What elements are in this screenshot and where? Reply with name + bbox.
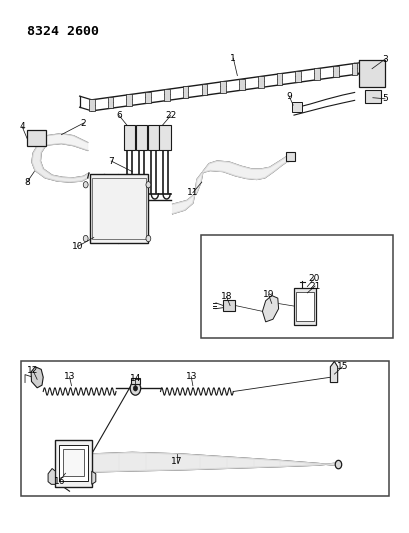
Text: 21: 21 <box>308 281 320 290</box>
Text: 4: 4 <box>19 122 25 131</box>
Text: 3: 3 <box>381 55 387 64</box>
Bar <box>222 300 235 311</box>
Bar <box>164 89 169 101</box>
Text: 14: 14 <box>129 374 141 383</box>
Bar <box>313 68 319 80</box>
Bar <box>238 78 244 90</box>
Bar <box>296 292 313 321</box>
Bar <box>257 76 263 87</box>
Text: 8324 2600: 8324 2600 <box>27 25 99 38</box>
Circle shape <box>146 236 151 241</box>
Circle shape <box>130 382 140 395</box>
Text: 9: 9 <box>285 92 291 101</box>
Text: 10: 10 <box>72 242 83 251</box>
Bar <box>136 125 146 150</box>
Bar <box>182 86 188 98</box>
Text: 19: 19 <box>262 290 274 299</box>
Text: 2: 2 <box>81 118 86 127</box>
Bar <box>148 125 159 150</box>
Circle shape <box>83 236 88 241</box>
Bar <box>364 90 380 103</box>
Polygon shape <box>92 471 96 484</box>
Text: 15: 15 <box>336 362 347 371</box>
Circle shape <box>146 182 151 188</box>
Polygon shape <box>262 295 278 322</box>
Bar <box>201 84 207 95</box>
Bar <box>89 99 94 111</box>
Text: 11: 11 <box>187 188 198 197</box>
Bar <box>92 179 146 239</box>
Text: 5: 5 <box>381 94 387 103</box>
Text: 13: 13 <box>64 372 75 381</box>
Text: 8: 8 <box>24 177 30 187</box>
Text: 6: 6 <box>116 111 122 120</box>
Bar <box>108 96 113 108</box>
Polygon shape <box>330 361 337 383</box>
Bar <box>293 288 315 325</box>
Polygon shape <box>92 453 338 472</box>
Text: 13: 13 <box>185 372 196 381</box>
Bar <box>55 440 92 487</box>
Bar <box>285 151 294 161</box>
Bar <box>90 174 148 243</box>
Text: 17: 17 <box>171 457 182 466</box>
Bar <box>200 235 392 338</box>
Bar <box>124 125 134 150</box>
Polygon shape <box>31 367 43 388</box>
Bar <box>27 131 46 146</box>
Polygon shape <box>48 469 55 484</box>
Bar <box>21 361 388 496</box>
Bar <box>220 81 225 93</box>
Text: 18: 18 <box>220 292 231 301</box>
Text: 7: 7 <box>108 157 114 166</box>
Text: 16: 16 <box>54 477 65 486</box>
Bar <box>332 66 338 77</box>
Bar <box>291 102 301 112</box>
Polygon shape <box>32 146 89 182</box>
Text: 20: 20 <box>308 274 319 283</box>
Text: 1: 1 <box>230 54 236 63</box>
Bar <box>351 63 357 75</box>
Bar <box>63 449 84 477</box>
Circle shape <box>83 182 88 188</box>
Bar <box>159 125 171 150</box>
Bar <box>130 378 140 384</box>
Polygon shape <box>46 134 88 150</box>
Bar <box>276 74 282 85</box>
Bar <box>145 92 151 103</box>
Text: 22: 22 <box>164 111 176 120</box>
Bar <box>59 445 88 481</box>
Bar <box>358 60 384 87</box>
Bar <box>126 94 132 106</box>
Ellipse shape <box>335 461 341 469</box>
Circle shape <box>133 386 137 391</box>
Text: 12: 12 <box>27 366 39 375</box>
Bar <box>295 71 300 82</box>
Polygon shape <box>172 156 287 214</box>
